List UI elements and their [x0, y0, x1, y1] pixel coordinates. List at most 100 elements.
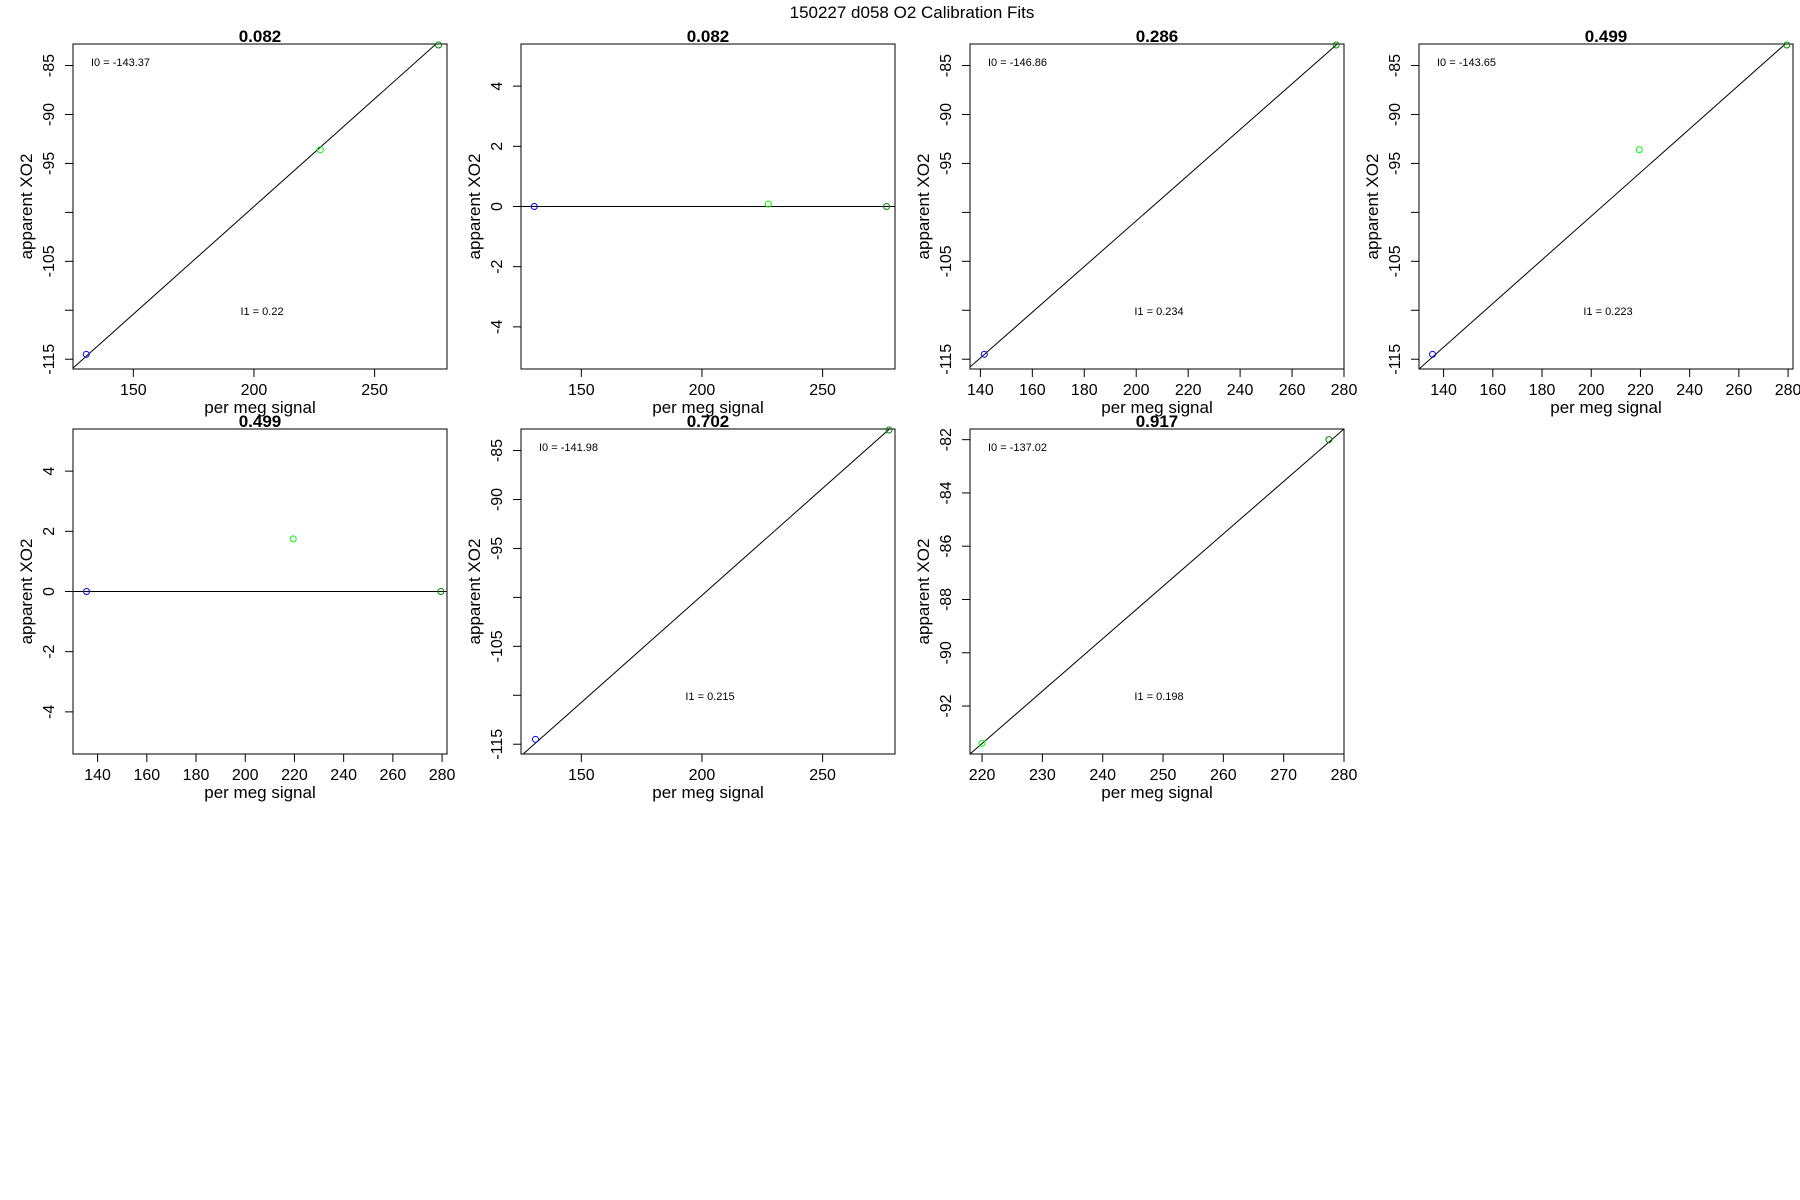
y-tick-label: -95 — [1387, 152, 1404, 175]
data-point — [531, 735, 539, 743]
x-tick-label: 250 — [1150, 767, 1177, 784]
data-point — [83, 588, 91, 595]
x-tick-label: 220 — [1627, 382, 1654, 399]
y-tick-label: 4 — [489, 82, 506, 91]
y-tick-label: -4 — [489, 320, 506, 334]
y-tick-label: 4 — [41, 467, 58, 476]
x-tick-label: 270 — [1270, 767, 1297, 784]
chart-panel: 0.286 140 160 180 200 220 240 260 280 -115 -105 -95… — [914, 27, 1357, 417]
y-tick-label: -115 — [489, 729, 506, 760]
chart-panel: 0.082 150 200 250 -4 -2 0 2 4 per meg signal appar… — [465, 27, 896, 417]
y-tick-label: -4 — [41, 705, 58, 719]
x-tick-label: 150 — [568, 382, 595, 399]
x-tick-label: 240 — [1676, 382, 1703, 399]
y-tick-label: 0 — [41, 587, 58, 596]
y-tick-label: 2 — [41, 527, 58, 536]
slope-annotation: I1 = 0.198 — [1134, 691, 1183, 703]
x-tick-label: 220 — [969, 767, 996, 784]
y-tick-label: -95 — [938, 152, 955, 175]
y-tick-label: -115 — [938, 344, 955, 375]
x-tick-label: 280 — [1775, 382, 1800, 399]
y-tick-label: -90 — [1387, 103, 1404, 126]
y-tick-label: -115 — [1387, 344, 1404, 375]
fit-line — [73, 44, 437, 369]
y-axis-label: apparent XO2 — [465, 539, 484, 645]
y-tick-label: -90 — [938, 103, 955, 126]
y-axis-label: apparent XO2 — [17, 539, 36, 645]
fit-line — [970, 44, 1339, 368]
x-tick-label: 140 — [967, 382, 994, 399]
panel-title: 0.082 — [687, 27, 730, 46]
x-tick-label: 240 — [1089, 767, 1116, 784]
intercept-annotation: I0 = -143.37 — [91, 57, 150, 69]
panel-title: 0.499 — [239, 412, 282, 431]
y-tick-label: -105 — [1387, 245, 1404, 277]
x-tick-label: 220 — [281, 767, 308, 784]
y-tick-label: -90 — [41, 103, 58, 126]
x-tick-label: 200 — [1578, 382, 1605, 399]
data-point — [289, 535, 297, 543]
intercept-annotation: I0 = -137.02 — [988, 442, 1047, 454]
data-point — [82, 350, 90, 358]
fit-line — [970, 429, 1344, 754]
y-tick-label: -85 — [938, 54, 955, 77]
panel-title: 0.286 — [1136, 27, 1179, 46]
intercept-annotation: I0 = -141.98 — [539, 442, 598, 454]
panel-title: 0.917 — [1136, 412, 1179, 431]
slope-annotation: I1 = 0.215 — [685, 691, 734, 703]
x-tick-label: 200 — [241, 382, 268, 399]
data-point — [885, 426, 893, 434]
y-axis-label: apparent XO2 — [914, 154, 933, 260]
y-tick-label: -90 — [938, 641, 955, 664]
intercept-annotation: I0 = -143.65 — [1437, 57, 1496, 69]
x-tick-label: 260 — [1210, 767, 1237, 784]
data-point — [980, 350, 988, 358]
data-point — [530, 203, 538, 210]
x-tick-label: 260 — [380, 767, 407, 784]
x-axis-label: per meg signal — [204, 398, 316, 417]
y-tick-label: -82 — [938, 428, 955, 451]
data-point — [1635, 146, 1643, 154]
x-tick-label: 150 — [568, 767, 595, 784]
x-axis-label: per meg signal — [1550, 398, 1662, 417]
x-tick-label: 260 — [1726, 382, 1753, 399]
x-tick-label: 280 — [1331, 382, 1358, 399]
data-point — [1325, 436, 1333, 444]
x-tick-label: 160 — [1479, 382, 1506, 399]
x-tick-label: 160 — [133, 767, 160, 784]
data-point — [978, 739, 986, 747]
y-tick-label: -86 — [938, 535, 955, 558]
x-tick-label: 200 — [232, 767, 259, 784]
x-tick-label: 200 — [689, 382, 716, 399]
y-tick-label: -2 — [41, 644, 58, 658]
y-tick-label: -88 — [938, 588, 955, 611]
x-tick-label: 230 — [1029, 767, 1056, 784]
y-tick-label: -90 — [489, 488, 506, 511]
slope-annotation: I1 = 0.223 — [1583, 306, 1632, 318]
chart-panel: 0.082 150 200 250 -115 -105 -95 -90 -85 per meg s… — [17, 27, 448, 417]
plot-frame — [72, 43, 448, 370]
chart-panel: 0.917 220 230 240 250 260 270 280 -92 -90 -88 -86 -8… — [914, 412, 1357, 802]
x-axis-label: per meg signal — [1101, 398, 1213, 417]
plot-frame — [1418, 43, 1794, 370]
data-point — [1429, 350, 1437, 358]
panel-title: 0.702 — [687, 412, 730, 431]
y-tick-label: -92 — [938, 694, 955, 717]
x-axis-label: per meg signal — [652, 398, 764, 417]
data-point — [764, 200, 772, 208]
data-point — [437, 588, 445, 595]
x-tick-label: 180 — [1071, 382, 1098, 399]
x-tick-label: 250 — [809, 382, 836, 399]
slope-annotation: I1 = 0.234 — [1134, 306, 1183, 318]
figure-title: 150227 d058 O2 Calibration Fits — [790, 3, 1035, 22]
plot-frame — [520, 428, 896, 755]
y-axis-label: apparent XO2 — [914, 539, 933, 645]
x-tick-label: 280 — [1331, 767, 1358, 784]
x-tick-label: 200 — [689, 767, 716, 784]
y-tick-label: -84 — [938, 481, 955, 504]
x-tick-label: 220 — [1175, 382, 1202, 399]
data-point — [1332, 41, 1340, 49]
panel-grid: 0.082 150 200 250 -115 -105 -95 -90 -85 per meg s… — [17, 27, 1800, 802]
